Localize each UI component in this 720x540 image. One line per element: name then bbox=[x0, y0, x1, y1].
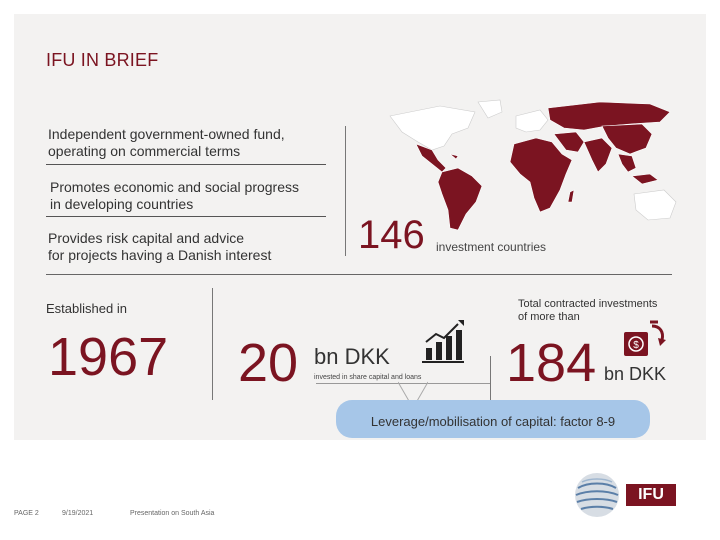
fact-divider-2 bbox=[46, 216, 326, 217]
section-divider bbox=[46, 274, 672, 275]
map-divider bbox=[345, 126, 346, 256]
invested-number: 20 bbox=[238, 333, 299, 393]
fact-divider-1 bbox=[46, 164, 326, 165]
ifu-logo-text: IFU bbox=[638, 486, 664, 503]
countries-label: investment countries bbox=[436, 240, 547, 254]
content-panel bbox=[14, 14, 706, 440]
contracted-label-line-1: Total contracted investments bbox=[518, 298, 658, 310]
countries-count: 146 bbox=[358, 213, 425, 257]
established-divider bbox=[212, 288, 213, 400]
fact-1-line-2: operating on commercial terms bbox=[48, 143, 241, 159]
invested-underline bbox=[316, 383, 490, 384]
fact-item-1: Independent government-owned fund, opera… bbox=[48, 126, 285, 160]
world-map bbox=[389, 99, 677, 231]
leverage-text: Leverage/mobilisation of capital: factor… bbox=[370, 414, 616, 429]
contracted-unit: bn DKK bbox=[604, 364, 667, 384]
leverage-callout: Leverage/mobilisation of capital: factor… bbox=[336, 400, 650, 438]
contracted-number: 184 bbox=[506, 333, 597, 393]
fact-2-line-1: Promotes economic and social progress bbox=[50, 179, 300, 195]
contracted-label-line-2: of more than bbox=[518, 311, 580, 323]
fact-2-line-2: in developing countries bbox=[50, 196, 194, 212]
fact-3-line-1: Provides risk capital and advice bbox=[48, 230, 245, 246]
footer-page: PAGE 2 bbox=[14, 510, 39, 517]
fact-3-line-2: for projects having a Danish interest bbox=[48, 247, 272, 263]
contracted-label: Total contracted investments of more tha… bbox=[518, 298, 657, 324]
money-exchange-icon: $ bbox=[624, 320, 666, 356]
growth-chart-icon bbox=[422, 320, 464, 363]
fact-item-2: Promotes economic and social progress in… bbox=[50, 179, 299, 213]
ifu-logo: IFU bbox=[626, 484, 676, 506]
svg-text:$: $ bbox=[633, 340, 639, 351]
established-year: 1967 bbox=[48, 327, 169, 387]
established-label: Established in bbox=[46, 301, 127, 316]
invested-divider bbox=[490, 356, 491, 400]
invested-caption: invested in share capital and loans bbox=[314, 374, 422, 381]
fact-1-line-1: Independent government-owned fund, bbox=[48, 126, 285, 142]
footer-date: 9/19/2021 bbox=[62, 510, 94, 517]
invested-unit: bn DKK bbox=[314, 344, 390, 369]
footer-presentation: Presentation on South Asia bbox=[130, 510, 215, 517]
fact-item-3: Provides risk capital and advice for pro… bbox=[48, 230, 271, 264]
slide-title: IFU IN BRIEF bbox=[46, 50, 159, 70]
globe-logo-icon bbox=[575, 473, 619, 517]
